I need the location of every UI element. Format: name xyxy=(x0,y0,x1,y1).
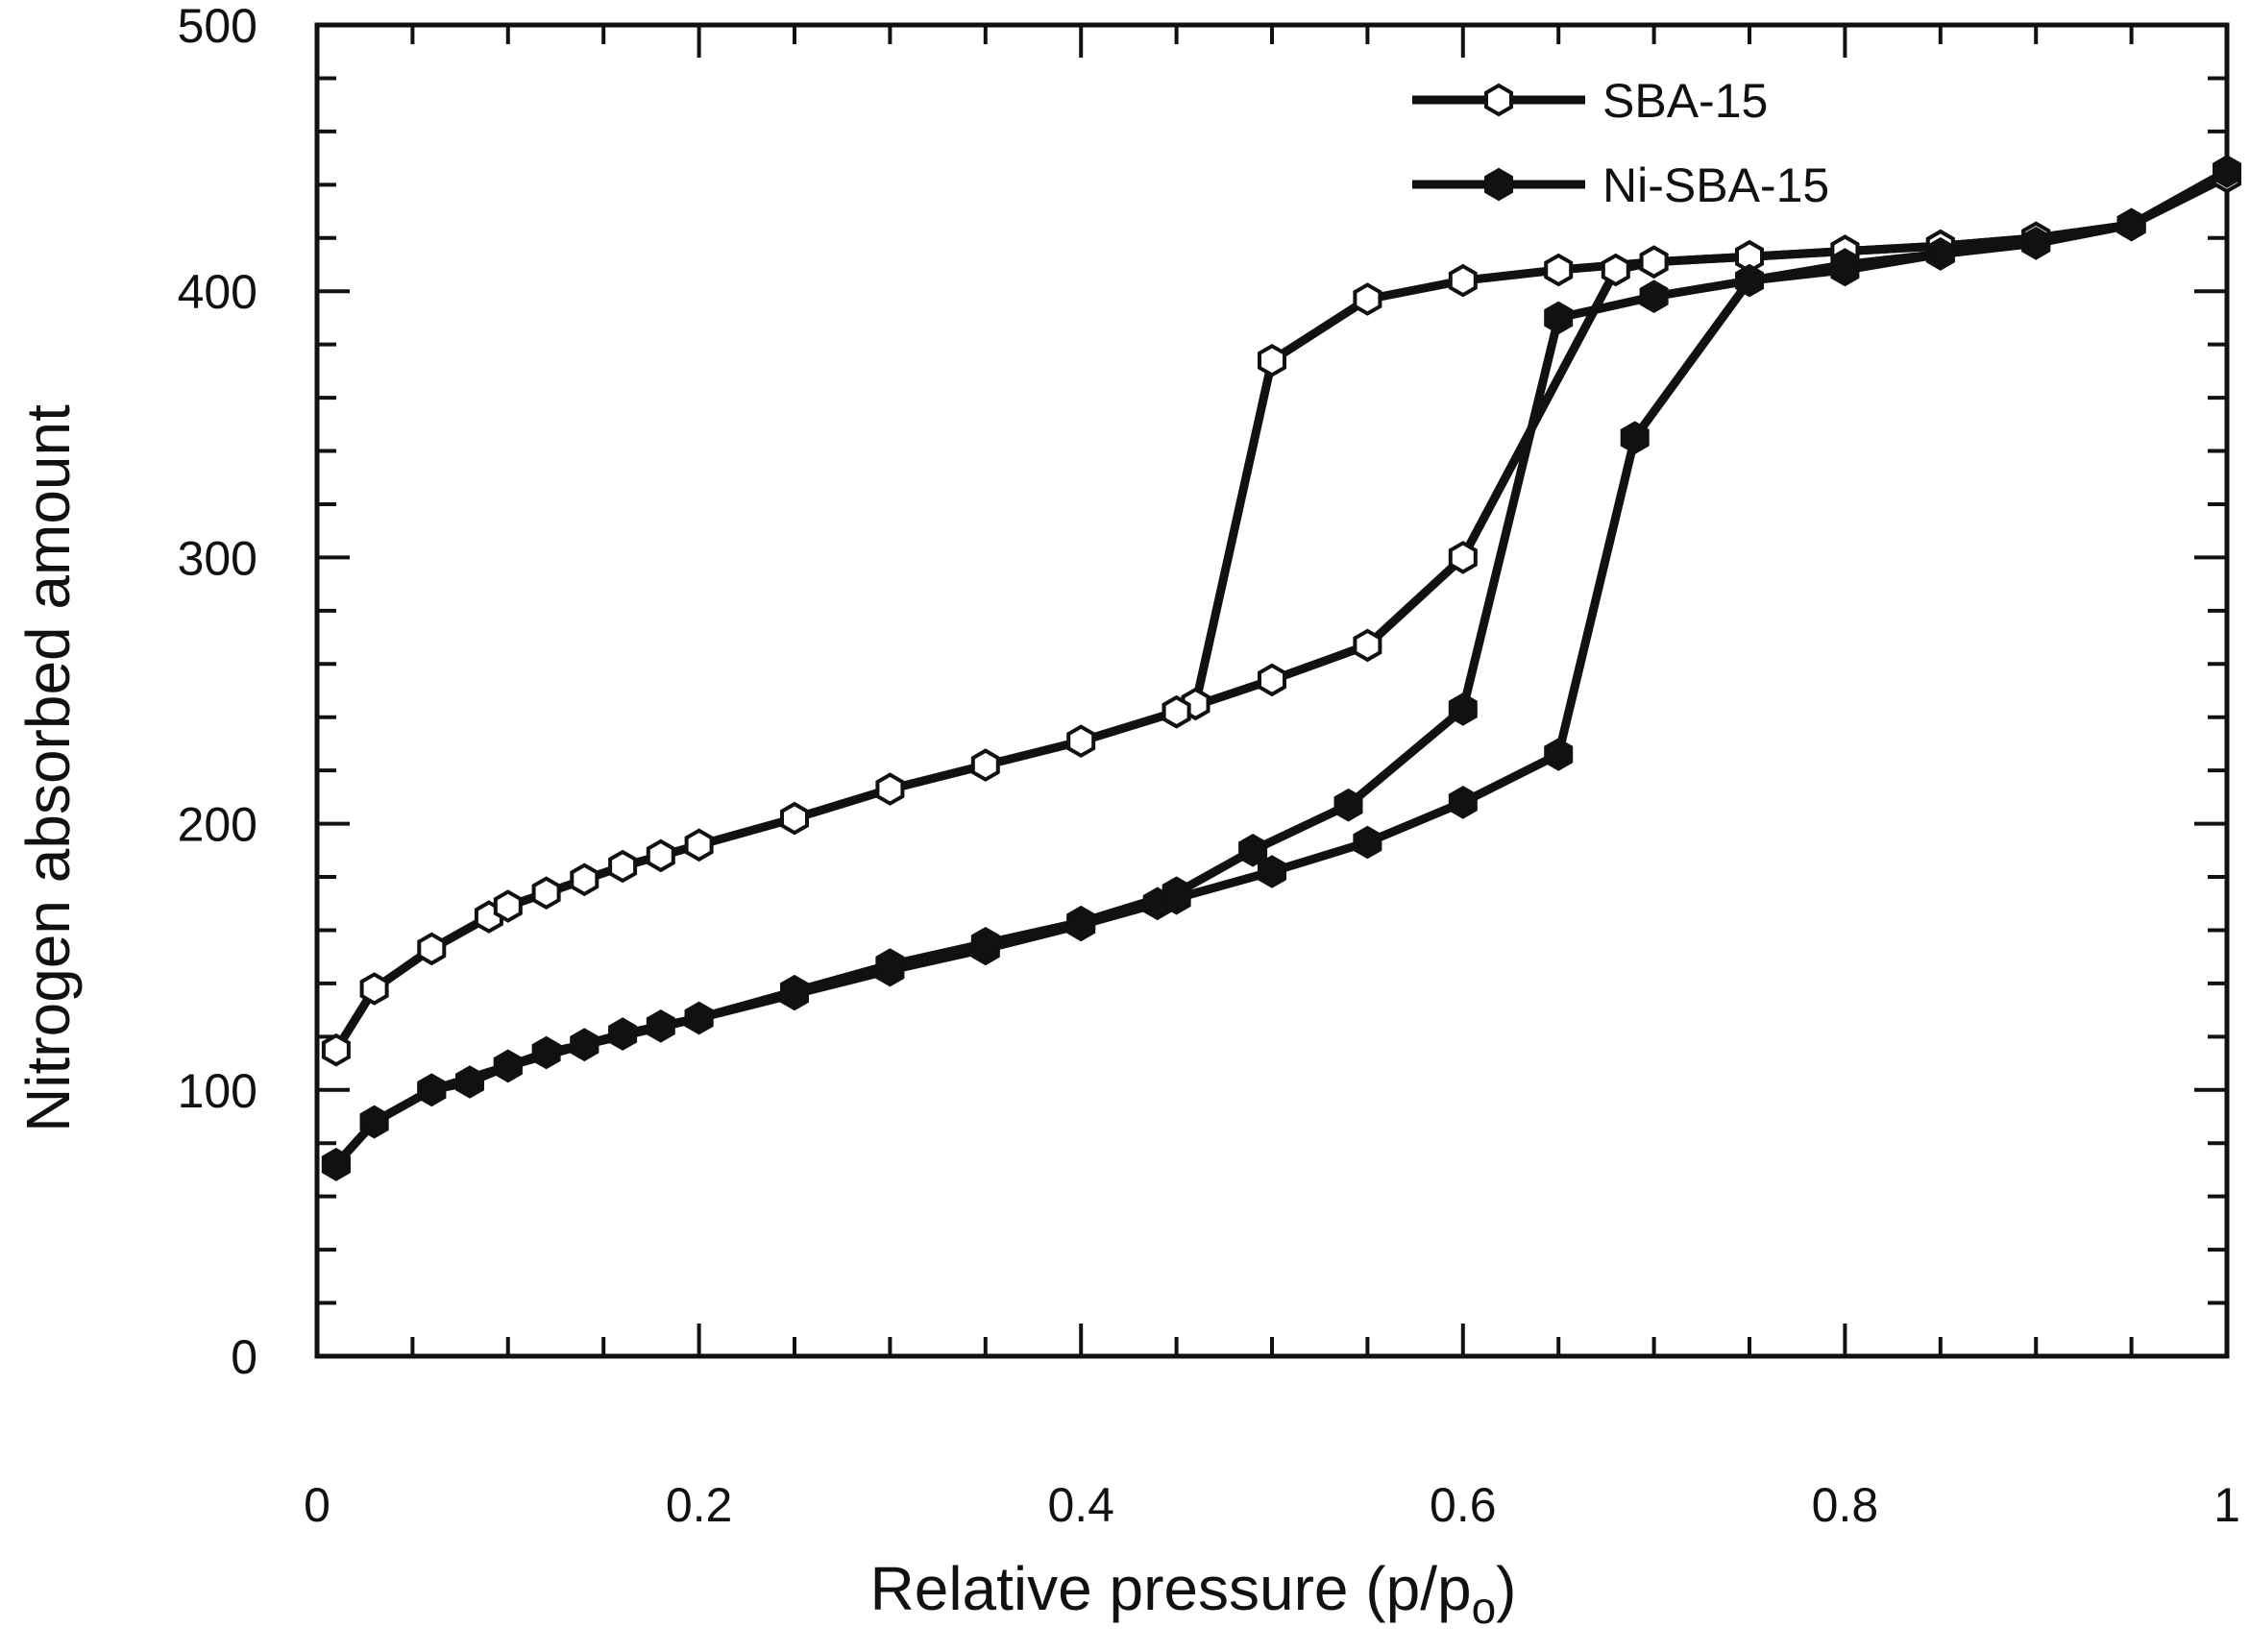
series-sba15 xyxy=(321,159,2241,1067)
ni-sba15-adsorption-point xyxy=(531,1035,561,1070)
x-tick-label: 0 xyxy=(304,1478,330,1532)
ni-sba15-adsorption-point xyxy=(1620,421,1650,455)
legend-label-ni-sba15: Ni-SBA-15 xyxy=(1602,158,1829,212)
sba15-adsorption-point xyxy=(1353,628,1382,663)
ni-sba15-desorption-point xyxy=(2116,207,2146,242)
ni-sba15-desorption-point xyxy=(2213,155,2241,188)
sba15-desorption-point xyxy=(1162,694,1191,729)
ni-sba15-desorption-point xyxy=(1544,301,1574,335)
ni-sba15-adsorption-point xyxy=(646,1008,675,1043)
x-axis-title-main: Relative pressure (p/p xyxy=(870,1554,1472,1623)
sba15-adsorption-point xyxy=(608,849,638,884)
sba15-adsorption-point xyxy=(1066,724,1096,759)
ni-sba15-desorption-point xyxy=(780,974,809,1008)
sba15-adsorption-point xyxy=(531,876,561,911)
sba15-adsorption-point xyxy=(1448,541,1478,574)
sba15-adsorption-point xyxy=(875,772,905,806)
sba15-adsorption-point xyxy=(570,862,599,897)
sba15-adsorption-point xyxy=(1601,253,1630,287)
ni-sba15-desorption-point xyxy=(1448,692,1478,726)
ni-sba15-adsorption-point xyxy=(1353,825,1382,860)
sba15-desorption-line xyxy=(1172,172,2232,717)
ni-sba15-adsorption-point xyxy=(1258,855,1286,888)
sba15-adsorption-point xyxy=(417,932,447,966)
y-tick-label: 200 xyxy=(178,798,257,852)
ni-sba15-desorption-point xyxy=(1639,279,1669,314)
sba15-adsorption-point xyxy=(1258,663,1286,697)
sba15-adsorption-point xyxy=(970,748,1000,782)
ni-sba15-desorption-point xyxy=(1066,905,1096,939)
ni-sba15-desorption-point xyxy=(321,1148,351,1181)
x-tick-label: 0.4 xyxy=(1047,1478,1114,1532)
ni-sba15-desorption-point xyxy=(1830,248,1860,281)
sba15-desorption-point xyxy=(1639,245,1669,279)
ni-sba15-adsorption-point xyxy=(1544,738,1574,771)
ni-sba15-desorption-point xyxy=(1333,788,1363,822)
series-layer xyxy=(321,155,2241,1181)
sba15-desorption-point xyxy=(1544,253,1574,287)
legend-label-sba15: SBA-15 xyxy=(1602,74,1768,128)
legend-marker-ni-sba15 xyxy=(1484,167,1513,202)
y-tick-label: 500 xyxy=(178,0,257,53)
sba15-adsorption-point xyxy=(646,838,675,873)
ni-sba15-desorption-point xyxy=(417,1073,447,1107)
ni-sba15-desorption-point xyxy=(570,1028,599,1062)
x-tick-label: 0.2 xyxy=(666,1478,733,1532)
axes: 0 100 200 300 400 500 0 0.2 0.4 0.6 0.8 1 xyxy=(178,0,2240,1532)
axis-titles: Relative pressure (p/po) Nitrogen absorb… xyxy=(13,404,1516,1633)
sba15-adsorption-point xyxy=(493,889,523,923)
x-axis-title-sub: o xyxy=(1472,1583,1497,1633)
x-tick-label: 1 xyxy=(2213,1478,2240,1532)
ni-sba15-desorption-point xyxy=(684,1001,714,1035)
sba15-desorption-point xyxy=(1448,263,1478,298)
sba15-adsorption-point xyxy=(359,972,389,1006)
ni-sba15-desorption-point xyxy=(1162,876,1191,911)
ni-sba15-adsorption-line xyxy=(331,167,2232,1169)
x-tick-label: 0.8 xyxy=(1812,1478,1879,1532)
series-ni-sba15 xyxy=(321,155,2241,1181)
y-tick-label: 100 xyxy=(178,1064,257,1118)
ni-sba15-desorption-point xyxy=(970,926,1000,960)
ni-sba15-desorption-point xyxy=(1238,833,1268,867)
sba15-adsorption-line xyxy=(331,172,2232,1055)
x-axis-title-close: ) xyxy=(1496,1554,1516,1623)
legend: SBA-15 Ni-SBA-15 xyxy=(1412,74,1829,212)
x-axis-title: Relative pressure (p/po) xyxy=(870,1554,1517,1633)
ni-sba15-desorption-point xyxy=(1925,237,1955,271)
y-tick-label: 0 xyxy=(231,1330,257,1384)
y-tick-label: 300 xyxy=(178,531,257,585)
x-tick-label: 0.6 xyxy=(1430,1478,1497,1532)
sba15-adsorption-point xyxy=(321,1032,351,1067)
sba15-desorption-point xyxy=(1258,343,1286,377)
legend-marker-sba15 xyxy=(1484,83,1513,117)
ni-sba15-desorption-point xyxy=(2021,226,2051,260)
ni-sba15-adsorption-point xyxy=(1735,263,1764,298)
ni-sba15-desorption-point xyxy=(359,1105,389,1139)
y-tick-label: 400 xyxy=(178,265,257,319)
sba15-desorption-point xyxy=(1353,282,1382,316)
ni-sba15-adsorption-point xyxy=(455,1065,484,1099)
ni-sba15-adsorption-point xyxy=(1448,786,1478,819)
ni-sba15-desorption-point xyxy=(493,1049,523,1083)
ni-sba15-adsorption-point xyxy=(608,1017,638,1051)
ni-sba15-desorption-point xyxy=(875,948,905,982)
sba15-adsorption-point xyxy=(684,828,714,862)
sba15-adsorption-point xyxy=(780,801,809,836)
y-axis-title: Nitrogen absorbed amount xyxy=(13,404,83,1132)
ni-sba15-desorption-line xyxy=(331,167,2232,1169)
